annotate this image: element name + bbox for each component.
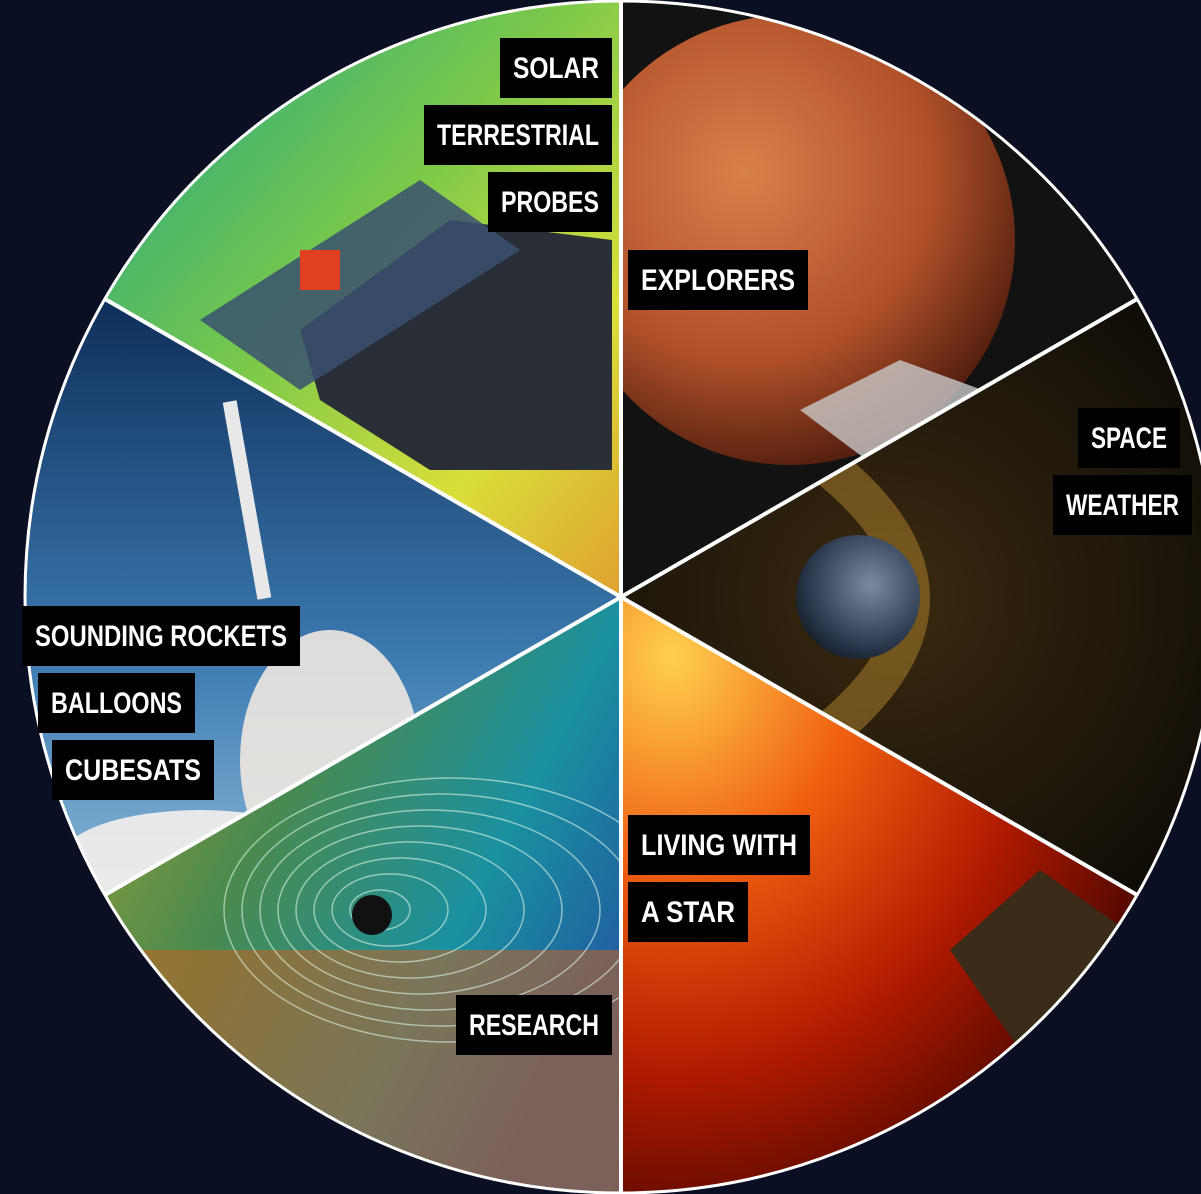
label: LIVING WITH xyxy=(641,829,797,862)
label-box xyxy=(52,740,214,800)
label: BALLOONS xyxy=(51,687,182,720)
label: WEATHER xyxy=(1066,489,1179,522)
label-box xyxy=(628,882,748,942)
label-box xyxy=(456,995,612,1055)
label: SOUNDING ROCKETS xyxy=(35,620,287,653)
planet xyxy=(352,895,392,935)
field-line xyxy=(331,873,449,947)
label: TERRESTRIAL xyxy=(437,119,599,152)
probe xyxy=(950,870,1138,1050)
label: SOLAR xyxy=(513,52,599,85)
field-line xyxy=(295,841,525,979)
rocket xyxy=(222,400,272,600)
divider xyxy=(619,297,1139,599)
field-line xyxy=(223,777,621,1043)
pixel xyxy=(300,250,340,290)
divider xyxy=(619,595,1139,897)
outline xyxy=(23,0,1201,1194)
label-box xyxy=(424,105,612,165)
label-box xyxy=(38,673,195,733)
field-line xyxy=(277,825,563,995)
label-box xyxy=(488,172,612,232)
field-line xyxy=(259,809,601,1011)
label: EXPLORERS xyxy=(641,264,795,297)
earth xyxy=(796,535,920,659)
wedges xyxy=(23,0,1201,1194)
label-box xyxy=(1053,475,1192,535)
solar-panel xyxy=(200,180,520,390)
label: RESEARCH xyxy=(469,1009,599,1042)
divider xyxy=(103,595,623,897)
labels: SOLAR TERRESTRIAL PROBES EXPLORERS SPACE WEAT… xyxy=(22,38,1192,1055)
mars xyxy=(621,15,1015,465)
divider xyxy=(103,297,623,599)
label-box xyxy=(628,815,810,875)
field-line xyxy=(313,857,487,963)
label: PROBES xyxy=(501,186,599,219)
label: A STAR xyxy=(641,896,735,929)
field-line xyxy=(241,793,621,1027)
wedge xyxy=(621,597,1138,1193)
wedge-image xyxy=(621,597,1138,1193)
wedge-image xyxy=(621,1,1138,597)
label-box xyxy=(1078,408,1180,468)
label: SPACE xyxy=(1091,422,1167,455)
label-box xyxy=(22,606,300,666)
label-box xyxy=(500,38,612,98)
label: CUBESATS xyxy=(65,754,201,787)
label-box xyxy=(628,250,808,310)
